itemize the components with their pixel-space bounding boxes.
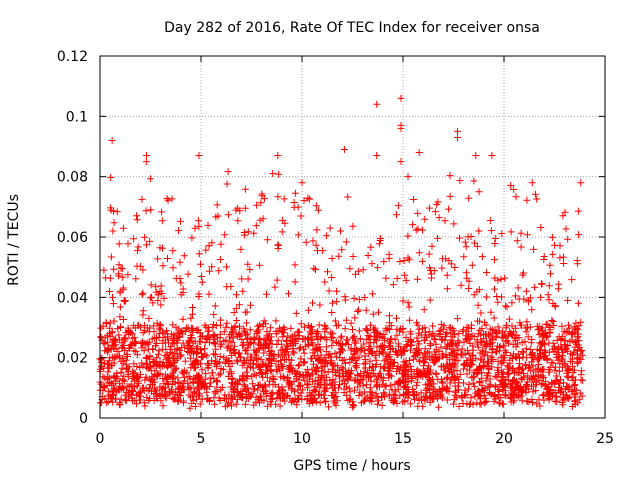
roti-outlier-point xyxy=(397,158,405,166)
roti-outlier-point xyxy=(415,149,423,157)
roti-outlier-point xyxy=(397,94,405,102)
roti-data-points xyxy=(96,158,587,412)
y-tick-label: 0.08 xyxy=(57,170,88,186)
roti-outlier-point xyxy=(274,152,282,160)
y-tick-label: 0.1 xyxy=(66,109,88,125)
y-tick-label: 0.04 xyxy=(57,290,88,306)
roti-outlier-point xyxy=(142,152,150,160)
y-tick-label: 0.12 xyxy=(57,49,88,65)
x-tick-label: 5 xyxy=(197,431,206,447)
x-tick-label: 15 xyxy=(394,431,412,447)
x-tick-label: 10 xyxy=(293,431,311,447)
roti-outlier-point xyxy=(397,124,405,132)
roti-outlier-point xyxy=(108,136,116,144)
y-tick-label: 0.02 xyxy=(57,351,88,367)
roti-outlier-point xyxy=(528,179,536,187)
data-points xyxy=(96,94,587,412)
roti-outlier-point xyxy=(454,133,462,141)
x-axis-label: GPS time / hours xyxy=(293,458,410,474)
roti-outlier-point xyxy=(195,152,203,160)
x-tick-label: 0 xyxy=(96,431,105,447)
roti-outlier-point xyxy=(488,152,496,160)
roti-outlier-point xyxy=(373,100,381,108)
roti-outlier-point xyxy=(577,179,585,187)
chart-title: Day 282 of 2016, Rate Of TEC Index for r… xyxy=(164,20,540,36)
axis-ticks: 0 5 10 15 20 25 0 0.02 0.04 0.06 0.08 0.1 0.12 xyxy=(57,49,614,447)
y-axis-label: ROTI / TECUs xyxy=(6,194,22,286)
x-tick-label: 25 xyxy=(596,431,614,447)
y-tick-label: 0.06 xyxy=(57,230,88,246)
x-tick-label: 20 xyxy=(495,431,513,447)
y-tick-label: 0 xyxy=(79,411,88,427)
roti-outlier-point xyxy=(340,146,348,154)
roti-outlier-point xyxy=(373,152,381,160)
roti-outlier-point xyxy=(472,152,480,160)
roti-outlier-point xyxy=(454,127,462,135)
